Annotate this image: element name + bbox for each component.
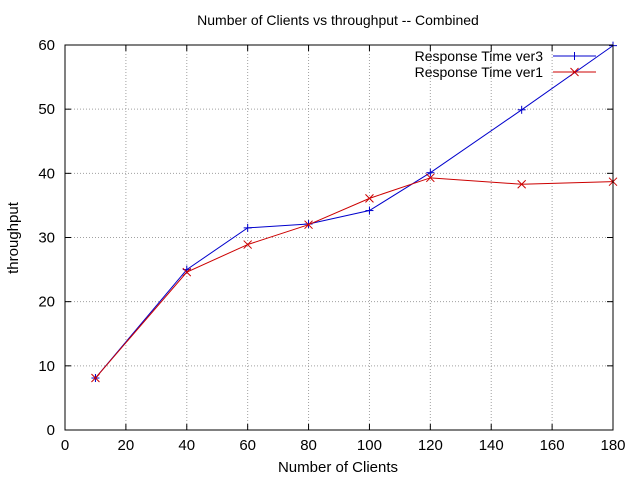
series-2 (91, 173, 618, 383)
x-tick-label: 140 (479, 437, 504, 454)
plot-frame (64, 44, 614, 431)
y-tick-label: 0 (47, 422, 55, 439)
x-tick-label: 60 (239, 437, 256, 454)
data-point (243, 240, 253, 249)
legend-marker (570, 52, 579, 60)
x-tick-label: 100 (357, 437, 382, 454)
grid (65, 45, 613, 430)
legend-label: Response Time ver3 (415, 48, 544, 64)
data-point (517, 105, 526, 114)
data-point (425, 173, 435, 183)
y-tick-label: 60 (38, 37, 55, 54)
series-line (95, 45, 614, 379)
y-tick-label: 20 (38, 294, 55, 311)
chart-title: Number of Clients vs throughput -- Combi… (197, 12, 479, 28)
series-line (95, 177, 614, 379)
data-point (426, 168, 435, 177)
axis-ticks: 0 20 40 60 80 100 120 140 160 180 0 10 20 30 40 50 60 (38, 37, 625, 454)
y-tick-label: 30 (38, 230, 55, 247)
legend-marker (570, 67, 579, 77)
data-point (304, 220, 313, 230)
data-point (517, 179, 527, 189)
x-tick-label: 20 (118, 437, 135, 454)
y-tick-label: 10 (38, 358, 55, 375)
data-point (91, 373, 100, 383)
x-tick-label: 0 (61, 437, 69, 454)
legend-label: Response Time ver1 (415, 64, 544, 80)
data-point (243, 223, 252, 232)
legend-item: Response Time ver1 (415, 64, 596, 80)
legend-item: Response Time ver3 (415, 48, 596, 64)
series-1 (91, 41, 617, 383)
data-point (182, 267, 192, 277)
data-point (365, 194, 374, 203)
y-axis-label: throughput (5, 201, 22, 274)
x-tick-label: 160 (540, 437, 565, 454)
x-tick-label: 40 (178, 437, 195, 454)
x-tick-label: 180 (600, 437, 625, 454)
x-axis-label: Number of Clients (278, 459, 398, 476)
x-tick-label: 120 (418, 437, 443, 454)
series-group (91, 41, 618, 383)
y-tick-label: 50 (38, 101, 55, 118)
y-tick-label: 40 (38, 165, 55, 182)
x-tick-label: 80 (300, 437, 317, 454)
data-point (365, 206, 374, 215)
